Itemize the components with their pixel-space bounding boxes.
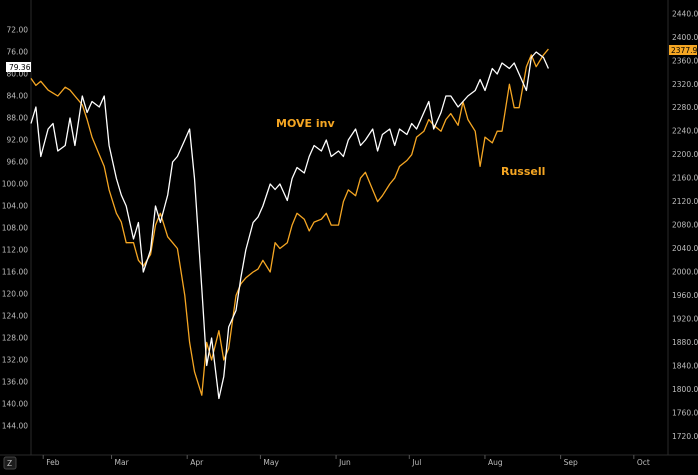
left-tick-label: 96.00 — [7, 158, 29, 167]
left-tick-label: 136.00 — [2, 378, 28, 387]
right-tick-label: 2280.0 — [672, 103, 698, 112]
left-tick-label: 124.00 — [2, 312, 28, 321]
right-tick-label: 2000.0 — [672, 268, 698, 277]
left-tick-label: 132.00 — [2, 356, 28, 365]
right-tick-label: 1960.0 — [672, 291, 698, 300]
right-tick-label: 1760.0 — [672, 408, 698, 417]
right-tick-label: 2360.0 — [672, 56, 698, 65]
series-label-russell: Russell — [501, 165, 545, 178]
left-tick-label: 84.00 — [7, 92, 29, 101]
right-tick-label: 1840.0 — [672, 361, 698, 370]
move-last-value: 79.36 — [9, 63, 31, 72]
left-tick-label: 120.00 — [2, 290, 28, 299]
month-label: Sep — [564, 458, 578, 467]
series-line-russell — [30, 48, 549, 396]
z-badge[interactable]: Z — [3, 456, 17, 470]
left-tick-label: 100.00 — [2, 180, 28, 189]
month-label: Jul — [411, 458, 421, 467]
x-axis-month-ticks: Feb Mar Apr May Jun Jul Aug Sep Oct — [42, 455, 650, 467]
right-tick-label: 2080.0 — [672, 221, 698, 230]
left-tick-label: 92.00 — [7, 136, 29, 145]
left-tick-label: 128.00 — [2, 334, 28, 343]
left-tick-label: 108.00 — [2, 224, 28, 233]
left-tick-label: 140.00 — [2, 400, 28, 409]
month-label: Oct — [637, 458, 650, 467]
month-label: Jun — [338, 458, 351, 467]
left-tick-label: 80.00 — [7, 70, 29, 79]
right-tick-label: 1800.0 — [672, 385, 698, 394]
right-tick-label: 2160.0 — [672, 174, 698, 183]
right-tick-label: 2240.0 — [672, 127, 698, 136]
right-tick-label: 1720.0 — [672, 432, 698, 441]
month-label: Mar — [115, 458, 130, 467]
right-tick-label: 2120.0 — [672, 197, 698, 206]
right-tick-label: 1920.0 — [672, 314, 698, 323]
left-tick-label: 116.00 — [2, 268, 28, 277]
right-tick-label: 2440.0 — [672, 9, 698, 18]
left-tick-label: 88.00 — [7, 114, 29, 123]
move-last-value-tag: 79.36 — [6, 62, 31, 72]
left-tick-label: 76.00 — [7, 48, 29, 57]
z-badge-label: Z — [7, 459, 12, 468]
russell-last-value-tag: 2377.9 — [669, 45, 697, 55]
right-tick-label: 2320.0 — [672, 80, 698, 89]
series-label-move: MOVE inv — [276, 117, 335, 130]
right-tick-label: 2200.0 — [672, 150, 698, 159]
right-tick-label: 1880.0 — [672, 338, 698, 347]
right-axis-ticks: 1720.0 1760.0 1800.0 1840.0 1880.0 1920.0 1960… — [672, 9, 698, 440]
series-line-move-inv — [30, 51, 549, 400]
left-axis-ticks: 72.00 76.00 80.00 84.00 88.00 92.00 96.00 100.0… — [2, 26, 28, 431]
month-label: May — [263, 458, 279, 467]
left-tick-label: 104.00 — [2, 202, 28, 211]
left-tick-label: 112.00 — [2, 246, 28, 255]
month-label: Apr — [190, 458, 204, 467]
russell-last-value: 2377.9 — [671, 46, 697, 55]
series-layer — [30, 48, 549, 400]
month-label: Feb — [46, 458, 60, 467]
left-tick-label: 72.00 — [7, 26, 29, 35]
month-label: Aug — [488, 458, 503, 467]
right-tick-label: 2040.0 — [672, 244, 698, 253]
left-tick-label: 144.00 — [2, 422, 28, 431]
right-tick-label: 2400.0 — [672, 33, 698, 42]
